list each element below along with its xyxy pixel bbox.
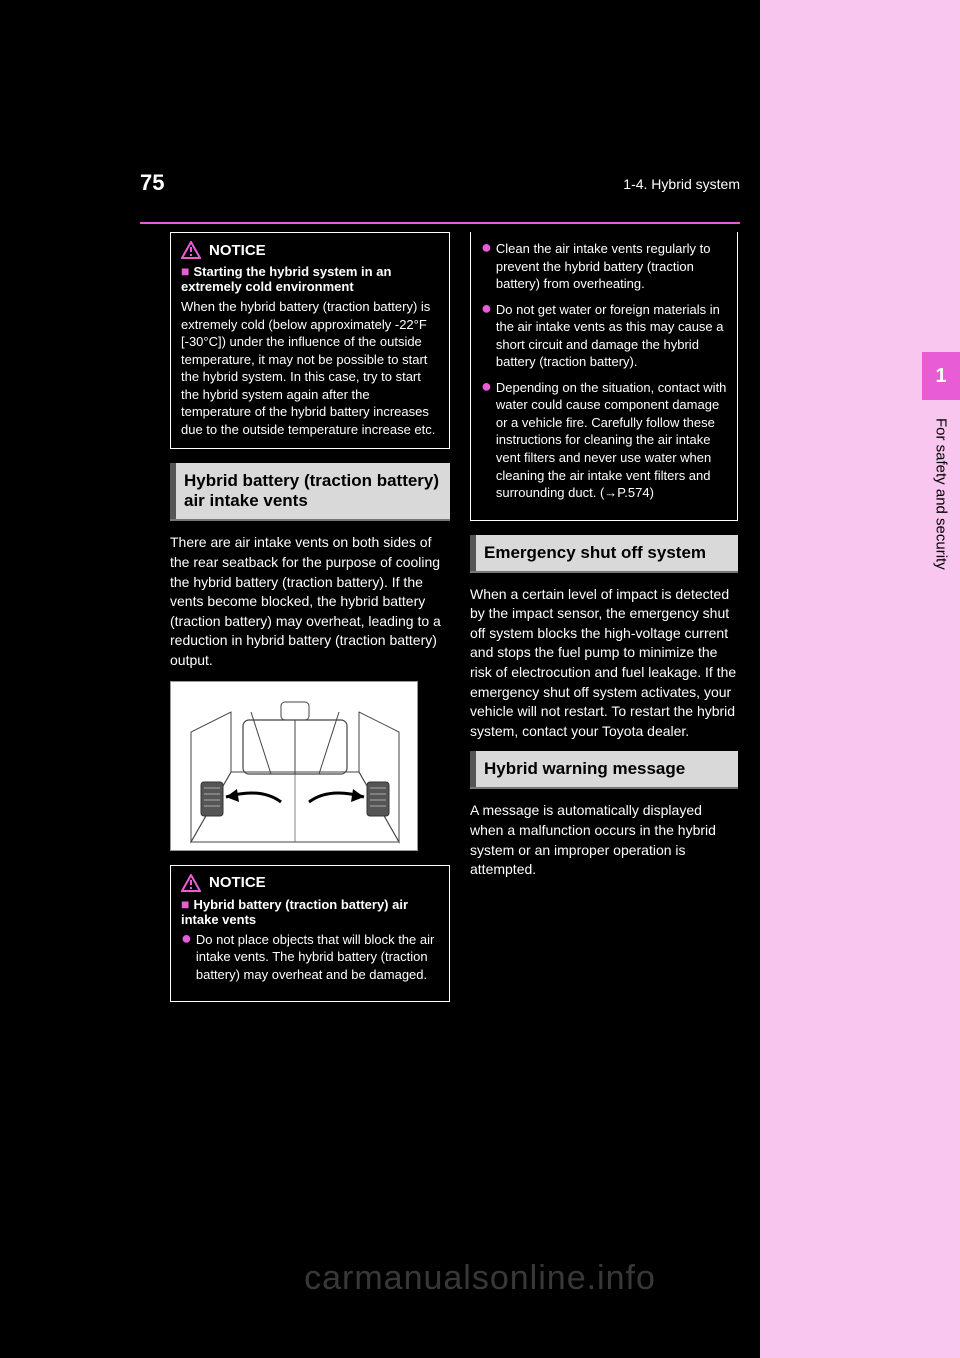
notice-bullet-text: Do not place objects that will block the… (196, 931, 439, 984)
notice-continued: ● Clean the air intake vents regularly t… (470, 232, 738, 521)
notice-body: When the hybrid battery (traction batter… (181, 298, 439, 438)
air-vents-paragraph: There are air intake vents on both sides… (170, 533, 450, 670)
air-vents-diagram (170, 681, 418, 851)
notice-title-2: NOTICE (209, 874, 266, 891)
section-head-shutoff: Emergency shut off system (470, 535, 738, 573)
bullet-3: ● Depending on the situation, contact wi… (481, 379, 727, 502)
left-column: NOTICE ■Starting the hybrid system in an… (170, 232, 450, 1016)
bullet-3-text: Depending on the situation, contact with… (496, 379, 727, 502)
page-header: 75 1-4. Hybrid system (140, 170, 740, 220)
watermark: carmanualsonline.info (304, 1259, 656, 1298)
bullet-icon: ● (481, 379, 492, 502)
section-head-air-vents: Hybrid battery (traction battery) air in… (170, 463, 450, 521)
notice-subhead: ■Starting the hybrid system in an extrem… (181, 263, 439, 294)
bullet-icon: ● (481, 301, 492, 371)
bullet-1-text: Clean the air intake vents regularly to … (496, 240, 727, 293)
notice-bullet: ● Do not place objects that will block t… (181, 931, 439, 984)
warning-icon (181, 241, 201, 259)
notice-cold-start: NOTICE ■Starting the hybrid system in an… (170, 232, 450, 449)
breadcrumb: 1-4. Hybrid system (623, 176, 740, 192)
header-rule (140, 222, 740, 224)
notice-subhead-text: Starting the hybrid system in an extreme… (181, 264, 391, 294)
square-bullet-icon: ■ (181, 896, 189, 912)
shutoff-paragraph: When a certain level of impact is detect… (470, 585, 738, 742)
notice-head-2: NOTICE (181, 874, 439, 892)
notice-subhead-2-text: Hybrid battery (traction battery) air in… (181, 897, 408, 927)
notice-head: NOTICE (181, 241, 439, 259)
section-head-warning: Hybrid warning message (470, 751, 738, 789)
notice-air-vents: NOTICE ■Hybrid battery (traction battery… (170, 865, 450, 1003)
square-bullet-icon: ■ (181, 263, 189, 279)
bullet-icon: ● (181, 931, 192, 984)
warning-paragraph: A message is automatically displayed whe… (470, 801, 738, 879)
chapter-number: 1 (935, 365, 946, 388)
notice-title: NOTICE (209, 242, 266, 259)
chapter-tab: 1 (922, 352, 960, 400)
bullet-2-text: Do not get water or foreign materials in… (496, 301, 727, 371)
chapter-side-text: For safety and security (933, 410, 950, 570)
manual-page: 1 For safety and security 75 1-4. Hybrid… (0, 0, 960, 1358)
bullet-1: ● Clean the air intake vents regularly t… (481, 240, 727, 293)
bullet-2: ● Do not get water or foreign materials … (481, 301, 727, 371)
warning-icon (181, 874, 201, 892)
right-column: ● Clean the air intake vents regularly t… (470, 232, 738, 890)
chapter-side-label: For safety and security (922, 410, 960, 710)
page-number: 75 (140, 170, 164, 196)
bullet-icon: ● (481, 240, 492, 293)
notice-subhead-2: ■Hybrid battery (traction battery) air i… (181, 896, 439, 927)
